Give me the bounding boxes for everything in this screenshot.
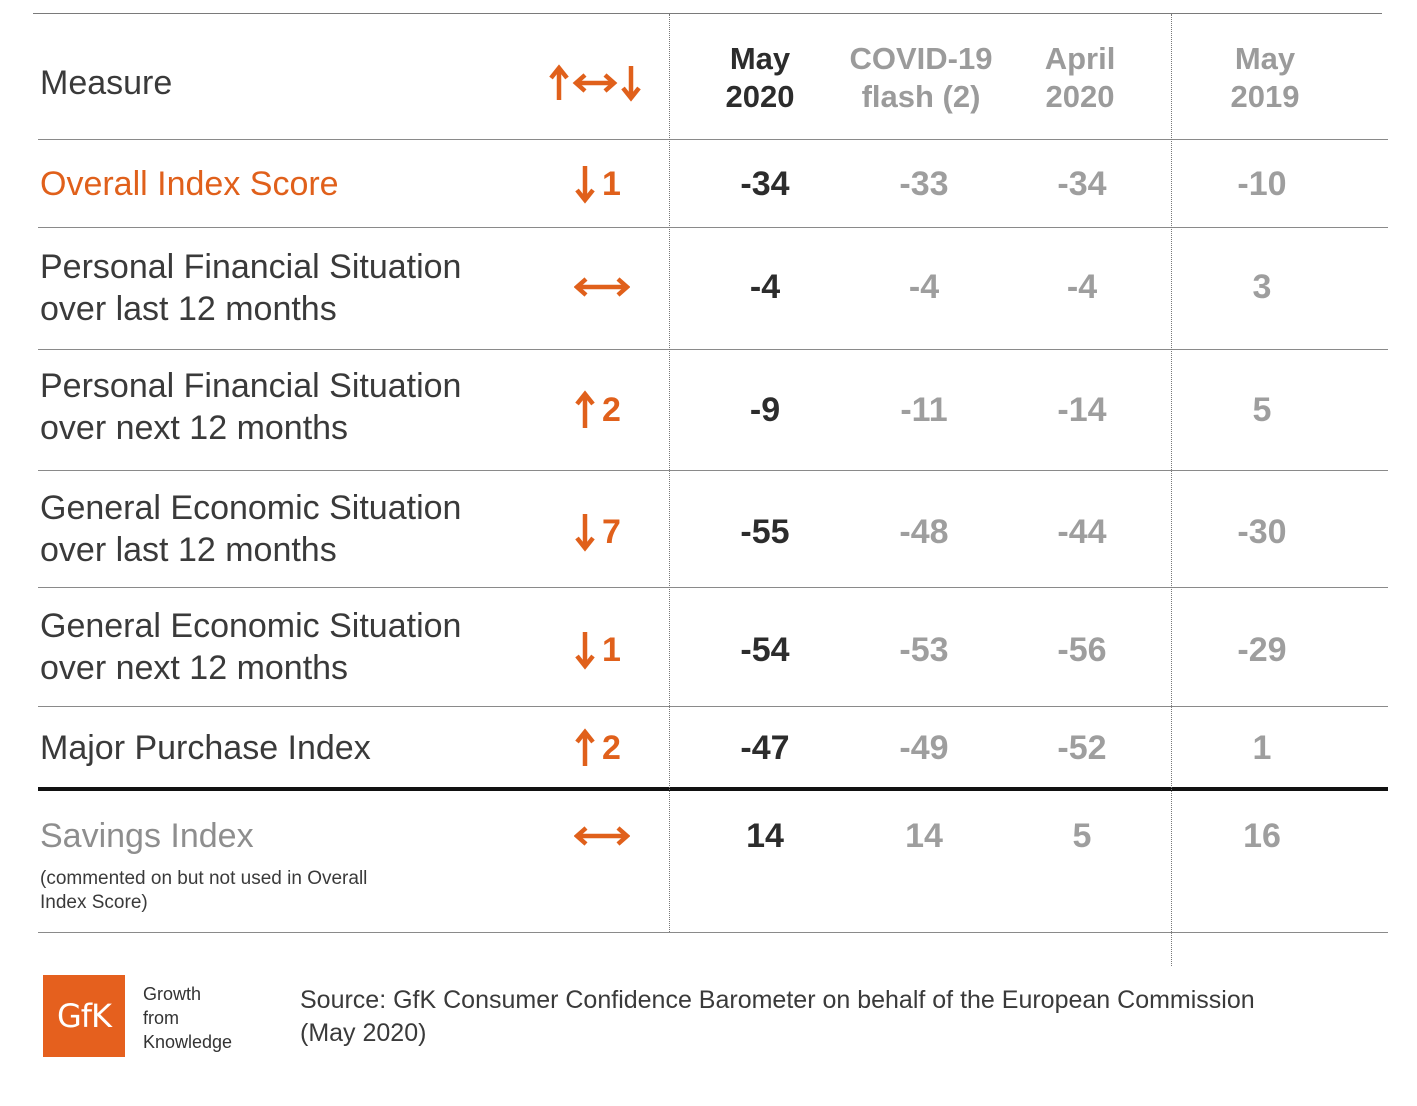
value-covid-flash: 14 (905, 817, 943, 855)
measure-name: Personal Financial Situation over last 12… (40, 246, 461, 330)
column-header-covid-flash: COVID-19 flash (2) (849, 41, 993, 114)
value-may-2020: -55 (740, 513, 790, 551)
value-may-2019: -29 (1237, 631, 1287, 669)
value-may-2020: -34 (740, 165, 790, 203)
no-change-arrow-icon (574, 815, 630, 857)
measure-line: Overall Index Score (40, 165, 339, 203)
change-indicator: 1 (574, 629, 621, 671)
value-may-2020: 14 (746, 817, 784, 855)
change-indicator (574, 266, 630, 308)
value-may-2020: -47 (740, 729, 790, 767)
value-may-2019: 3 (1252, 268, 1272, 306)
change-value: 1 (602, 164, 621, 203)
measure-name: General Economic Situation over next 12 m… (40, 605, 461, 689)
value-covid-flash: -53 (899, 631, 949, 669)
measure-line: General Economic Situation (40, 489, 462, 527)
measure-line: over next 12 months (40, 649, 349, 687)
up-arrow-icon (574, 727, 596, 769)
no-change-arrow-icon (574, 266, 630, 308)
measure-line: Major Purchase Index (40, 729, 371, 767)
measure-name: Overall Index Score (40, 163, 339, 205)
measure-line: over last 12 months (40, 531, 337, 569)
up-arrow-icon (574, 389, 596, 431)
measure-line: over next 12 months (40, 409, 349, 447)
gfk-logo-text: GfK (56, 997, 112, 1035)
measure-line: Personal Financial Situation (40, 248, 462, 286)
change-indicator: 2 (574, 389, 621, 431)
row-divider (38, 587, 1388, 588)
value-april-2020: -14 (1057, 391, 1107, 429)
row-divider (38, 706, 1388, 707)
table-top-border (33, 13, 1382, 14)
direction-legend-icon (547, 62, 643, 104)
down-arrow-icon (574, 629, 596, 671)
value-april-2020: -44 (1057, 513, 1107, 551)
value-april-2020: 5 (1072, 817, 1092, 855)
value-may-2019: 16 (1243, 817, 1281, 855)
measure-line: Savings Index (40, 817, 254, 855)
tagline: Growth from Knowledge (143, 984, 233, 1052)
source-note: Source: GfK Consumer Confidence Baromete… (300, 986, 1255, 1047)
value-may-2020: -4 (749, 268, 781, 306)
gfk-logo: GfK (43, 975, 125, 1057)
change-value: 2 (602, 390, 621, 429)
value-covid-flash: -11 (900, 391, 948, 429)
row-divider (38, 470, 1388, 471)
table-bottom-border (38, 932, 1388, 933)
measure-line: Personal Financial Situation (40, 367, 462, 405)
savings-divider (38, 787, 1388, 791)
value-may-2019: 1 (1252, 729, 1272, 767)
value-covid-flash: -4 (908, 268, 940, 306)
value-april-2020: -4 (1066, 268, 1098, 306)
value-may-2019: 5 (1252, 391, 1272, 429)
value-covid-flash: -33 (899, 165, 949, 203)
value-april-2020: -52 (1057, 729, 1107, 767)
change-indicator: 2 (574, 727, 621, 769)
value-may-2020: -54 (740, 631, 790, 669)
change-value: 1 (602, 630, 621, 669)
column-header-april-2020: April 2020 (1044, 41, 1116, 114)
value-covid-flash: -48 (899, 513, 949, 551)
measure-line: General Economic Situation (40, 607, 462, 645)
measure-note: (commented on but not used in Overall In… (40, 868, 368, 913)
change-value: 2 (602, 728, 621, 767)
measure-header: Measure (40, 64, 173, 102)
measure-name: Personal Financial Situation over next 12… (40, 365, 461, 449)
change-indicator (574, 815, 630, 857)
value-april-2020: -34 (1057, 165, 1107, 203)
value-may-2019: -30 (1237, 513, 1287, 551)
down-arrow-icon (574, 163, 596, 205)
column-header-may-2020: May 2020 (725, 41, 795, 114)
value-may-2020: -9 (749, 391, 781, 429)
change-indicator: 7 (574, 511, 621, 553)
column-separator (1171, 14, 1172, 966)
value-april-2020: -56 (1057, 631, 1107, 669)
header-divider (38, 139, 1388, 140)
change-value: 7 (602, 512, 621, 551)
value-covid-flash: -49 (899, 729, 949, 767)
row-divider (38, 227, 1388, 228)
row-divider (38, 349, 1388, 350)
column-header-may-2019: May 2019 (1230, 41, 1300, 114)
down-arrow-icon (574, 511, 596, 553)
measure-name: Savings Index (40, 815, 254, 857)
measure-line: over last 12 months (40, 290, 337, 328)
measure-name: Major Purchase Index (40, 727, 371, 769)
change-indicator: 1 (574, 163, 621, 205)
column-separator (669, 14, 670, 932)
measure-name: General Economic Situation over last 12 m… (40, 487, 461, 571)
value-may-2019: -10 (1237, 165, 1287, 203)
